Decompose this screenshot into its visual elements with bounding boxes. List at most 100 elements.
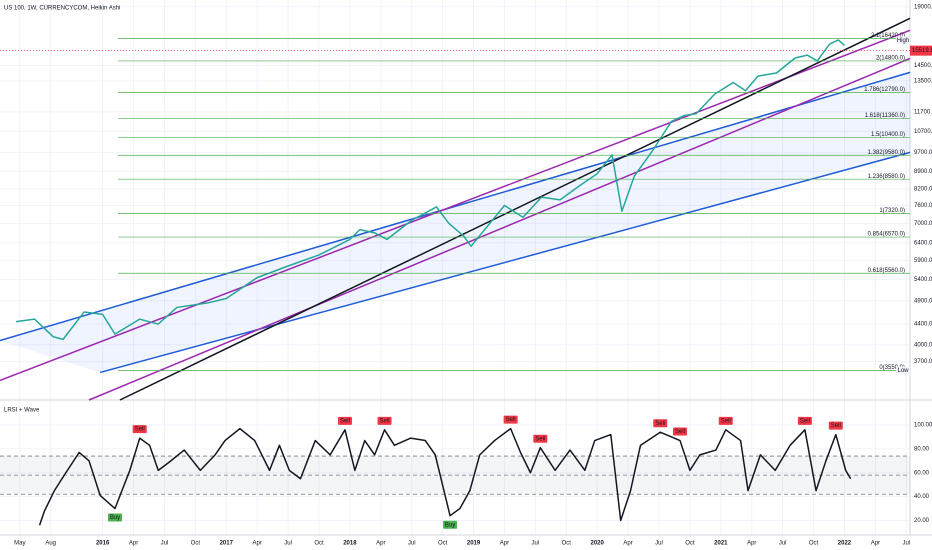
annotation-label: Low <box>897 368 909 374</box>
fib-label: 1.236(8580.0) <box>868 174 905 180</box>
x-tick-label: Apr <box>623 541 632 547</box>
fib-label: 1(7320.0) <box>879 208 905 214</box>
y-tick-label: 100.00 <box>914 423 932 429</box>
indicator-title: LRSI + Wave <box>4 408 40 414</box>
x-tick-label: Jul <box>408 541 416 547</box>
y-tick-label: 60.00 <box>914 470 930 476</box>
series-line <box>15 39 845 341</box>
fib-label: 1.382(9580.0) <box>868 150 905 156</box>
x-tick-label: Oct <box>438 541 448 547</box>
x-tick-label: 2022 <box>838 541 852 547</box>
signal-box <box>533 434 548 443</box>
signal-box <box>797 416 812 425</box>
signal-box <box>107 513 122 522</box>
trendline <box>119 17 911 401</box>
y-tick-label: 80.00 <box>914 446 930 452</box>
fib-label: 2.1(16420.0) <box>871 33 905 39</box>
signal-label: Sell <box>721 418 731 424</box>
trendline <box>88 57 911 401</box>
signal-box <box>828 421 843 430</box>
trendline <box>99 151 911 374</box>
x-tick-label: Oct <box>562 541 572 547</box>
signal-box <box>718 416 733 425</box>
fib-label: 0(3550.0) <box>879 365 905 371</box>
y-tick-label: 9700.0 <box>914 150 932 156</box>
y-tick-label: 5900.0 <box>914 258 932 264</box>
fib-label: 2(14800.0) <box>876 56 905 62</box>
x-tick-label: Apr <box>376 541 385 547</box>
y-tick-label: 20.00 <box>914 518 930 524</box>
y-tick-label: 11700.0 <box>914 109 932 115</box>
y-tick-label: 6400.0 <box>914 240 932 246</box>
annotation-label: High <box>897 38 909 44</box>
last-price-label: 15519.9 <box>912 48 932 54</box>
y-tick-label: 5400.0 <box>914 277 932 283</box>
signal-box <box>503 415 518 424</box>
signal-box <box>377 416 392 425</box>
x-tick-label: Oct <box>809 541 819 547</box>
signal-label: Sell <box>380 418 390 424</box>
annotation-box <box>896 36 910 45</box>
x-tick-label: Aug <box>45 541 56 547</box>
signal-box <box>653 419 668 428</box>
y-tick-label: 7000.0 <box>914 221 932 227</box>
fib-label: 1.786(12790.0) <box>864 87 905 93</box>
x-tick-label: 2018 <box>343 541 357 547</box>
signal-label: Sell <box>135 427 145 433</box>
y-tick-label: 14500.0 <box>914 63 932 69</box>
signal-label: Sell <box>535 436 545 442</box>
signal-label: Sell <box>831 423 841 429</box>
x-tick-label: Apr <box>500 541 509 547</box>
y-tick-label: 4000.0 <box>914 342 932 348</box>
y-tick-label: 4900.0 <box>914 298 932 304</box>
chart-title: US 100, 1W, CURRENCYCOM, Heikin Ashi <box>4 6 120 12</box>
x-tick-label: 2017 <box>220 541 234 547</box>
x-tick-label: Jul <box>779 541 787 547</box>
x-tick-label: May <box>14 541 25 547</box>
fib-label: 0.854(6570.0) <box>868 232 905 238</box>
fib-label: 0.618(5560.0) <box>868 268 905 274</box>
last-price-box <box>910 45 932 56</box>
signal-label: Sell <box>675 429 685 435</box>
x-tick-label: Jul <box>902 541 910 547</box>
grid <box>0 0 910 535</box>
y-tick-label: 19000.0 <box>914 4 932 10</box>
signal-box <box>443 520 458 529</box>
annotation-box <box>896 366 910 375</box>
signal-label: Sell <box>340 418 350 424</box>
x-tick-label: Apr <box>253 541 262 547</box>
x-tick-label: Jul <box>532 541 540 547</box>
x-tick-label: Jul <box>161 541 169 547</box>
series-line <box>38 427 852 526</box>
x-tick-label: Jul <box>284 541 292 547</box>
signal-label: Buy <box>110 515 120 521</box>
y-tick-label: 8900.0 <box>914 169 932 175</box>
x-tick-label: Apr <box>747 541 756 547</box>
y-tick-label: 8200.0 <box>914 187 932 193</box>
y-tick-label: 7600.0 <box>914 203 932 209</box>
x-tick-label: 2016 <box>96 541 110 547</box>
x-tick-label: Jul <box>655 541 663 547</box>
signal-box <box>673 427 688 436</box>
x-tick-label: Oct <box>685 541 695 547</box>
signal-box <box>337 416 352 425</box>
trendline <box>0 71 911 342</box>
fib-label: 1.618(11360.0) <box>865 113 905 119</box>
x-tick-label: 2020 <box>591 541 605 547</box>
y-tick-label: 40.00 <box>914 494 930 500</box>
signal-label: Sell <box>655 421 665 427</box>
signal-box <box>132 425 147 434</box>
signal-label: Buy <box>445 522 455 528</box>
x-tick-label: Oct <box>314 541 324 547</box>
y-tick-label: 10700.0 <box>914 129 932 135</box>
signal-label: Sell <box>800 418 810 424</box>
y-tick-label: 3700.0 <box>914 359 932 365</box>
x-tick-label: Apr <box>129 541 138 547</box>
x-tick-label: 2021 <box>714 541 728 547</box>
x-tick-label: Apr <box>871 541 880 547</box>
fib-label: 1.5(10400.0) <box>871 132 905 138</box>
x-tick-label: Oct <box>191 541 201 547</box>
signal-label: Sell <box>506 417 516 423</box>
